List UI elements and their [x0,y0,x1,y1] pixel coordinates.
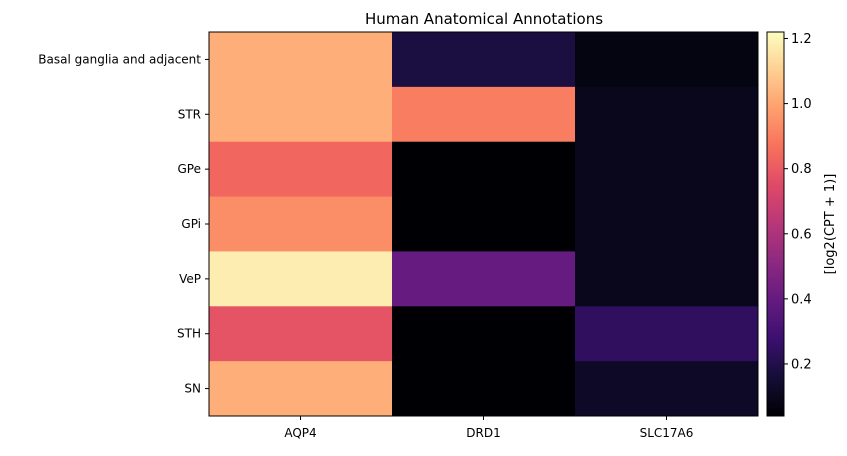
heatmap-cell [575,86,759,143]
colorbar-frame [766,31,785,417]
colorbar-tick-label: 0.8 [791,162,812,177]
y-tick-label: GPi [181,217,201,231]
heatmap-cells [209,32,759,417]
heatmap-cell [575,361,759,417]
colorbar-tick-label: 0.4 [791,292,812,307]
colorbar-label: [log2(CPT + 1)] [823,174,838,275]
heatmap-cell [392,32,576,88]
y-tick-label: GPe [178,162,202,176]
heatmap-cell [209,251,393,307]
y-tick-label: Basal ganglia and adjacent [38,52,201,66]
heatmap-cell [392,141,576,198]
y-tick-label: VeP [179,272,201,286]
chart-title: Human Anatomical Annotations [365,10,603,28]
x-axis-ticks: AQP4 DRD1 SLC17A6 [284,416,693,440]
colorbar-tick-label: 0.6 [791,227,812,242]
heatmap-cell [209,306,393,362]
heatmap-cell [392,86,576,143]
heatmap-cell [575,141,759,198]
x-tick-label: DRD1 [466,426,500,440]
heatmap-cell [575,196,759,252]
x-tick-label: SLC17A6 [640,426,694,440]
y-tick-label: STR [178,107,201,121]
y-tick-label: STH [177,327,201,341]
colorbar-tick-label: 1.0 [791,97,812,112]
colorbar-tick-label: 0.2 [791,357,812,372]
heatmap-cell [575,251,759,307]
colorbar [767,32,784,416]
heatmap-cell [392,361,576,417]
y-axis-ticks: Basal ganglia and adjacent STR GPe GPi VeP ST… [38,52,209,396]
colorbar-tick-label: 1.2 [791,32,812,47]
colorbar-ticks: 0.2 0.4 0.6 0.8 1.0 1.2 [784,32,812,372]
heatmap-cell [392,251,576,307]
heatmap-cell [209,141,393,198]
x-tick-label: AQP4 [284,426,316,440]
heatmap-cell [575,32,759,88]
heatmap-cell [392,196,576,252]
heatmap-cell [209,86,393,143]
heatmap-cell [575,306,759,362]
heatmap-cell [392,306,576,362]
heatmap-cell [209,361,393,417]
y-tick-label: SN [184,382,201,396]
heatmap-cell [209,32,393,88]
heatmap-cell [209,196,393,252]
